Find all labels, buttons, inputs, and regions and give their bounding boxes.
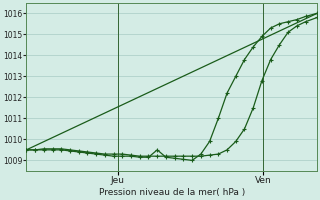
X-axis label: Pression niveau de la mer( hPa ): Pression niveau de la mer( hPa )	[99, 188, 245, 197]
